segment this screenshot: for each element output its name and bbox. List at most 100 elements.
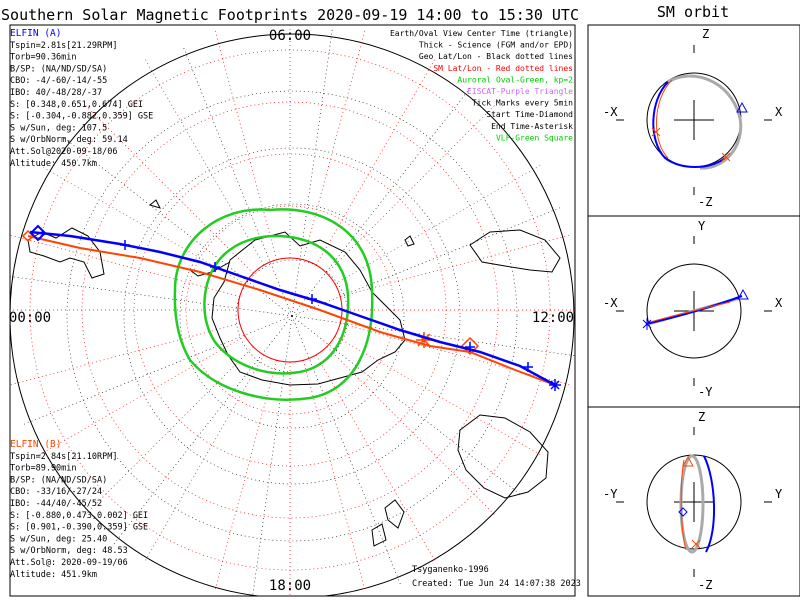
orbit-view-triangle-xy (737, 288, 749, 300)
info-line: IBO: -44/40/-45/52 (10, 499, 102, 509)
elfin-a-info: ELFIN (A) Tspin=2.81s[21.29RPM] Torb=90.36… (10, 28, 153, 169)
auroral-oval-outer (173, 208, 374, 401)
elfin-a-track (29, 224, 561, 391)
geo-latitude-circle (66, 90, 518, 542)
info-line: Altitude: 451.9km (10, 570, 97, 580)
south-georgia (148, 199, 161, 209)
main-title: Southern Solar Magnetic Footprints 2020-… (1, 6, 579, 24)
legend-entry: Auroral Oval-Green, kp=2 (457, 75, 573, 84)
orbit-yz-right: Y (775, 487, 783, 501)
elfin-a-start-diamond (29, 224, 47, 242)
orbit-view-triangle-xz (736, 101, 748, 113)
info-line: B/SP: (NA/ND/SD/SA) (10, 475, 107, 485)
model-credit: Tsyganenko-1996 (412, 565, 489, 575)
geo-longitude-line (63, 137, 293, 317)
orbit-xz-right: X (775, 105, 783, 119)
info-line: B/SP: (NA/ND/SD/SA) (10, 64, 107, 74)
legend-entry: Thick - Science (FGM and/or EPD) (419, 41, 573, 50)
new-zealand (371, 499, 405, 547)
info-line: CBO: -33/16/-27/24 (10, 487, 102, 497)
antarctica-coast (211, 231, 406, 386)
time-label-left: 00:00 (9, 310, 51, 326)
info-line: S w/Sun, deg: 107.5 (10, 123, 107, 133)
orbit-elfin-b-xy (649, 301, 731, 323)
time-label-top: 06:00 (269, 28, 311, 44)
geo-longitude-line (291, 315, 521, 495)
geo-latitude-circle (123, 147, 461, 485)
elfin-b-line (27, 235, 556, 386)
geo-latitude-circle (10, 33, 575, 596)
info-line: Att.Sol@2020-09-18/06 (10, 147, 117, 157)
legend-entry: End Time-Asterisk (491, 122, 573, 131)
orbit-xy-left: -X (603, 296, 618, 310)
orbit-xz-top: Z (702, 27, 709, 41)
elfin-a-end-asterisk (549, 379, 561, 391)
satellite-name: ELFIN (A) (10, 28, 61, 39)
geo-longitude-line (252, 315, 293, 596)
legend-entry: EISCAT-Purple Triangle (467, 87, 573, 96)
info-line: S: [-0.304,-0.882,0.359] GSE (10, 112, 153, 122)
orbit-view-triangle-yz (682, 455, 694, 467)
info-line: Tspin=2.84s[21.10RPM] (10, 452, 117, 462)
orbit-xy-bottom: -Y (698, 385, 713, 399)
elfin-b-track (21, 229, 556, 386)
south-america (27, 227, 105, 279)
orbit-elfin-b-yz (680, 459, 687, 551)
info-line: Torb=90.36min (10, 53, 77, 63)
legend-entry: VLF-Green Square (496, 133, 573, 142)
earth-circle-xy (646, 263, 742, 359)
geo-longitude-line (291, 87, 471, 317)
elfin-b-start-diamond (21, 229, 35, 243)
geo-longitude-line (10, 276, 293, 317)
geo-longitude-line (291, 315, 575, 357)
orbit-panel-yz: Z -Z -Y Y (603, 410, 783, 592)
orbit-elfin-a-xz (652, 81, 726, 168)
info-line: S w/Sun, deg: 25.40 (10, 534, 107, 544)
info-line: S: [0.348,0.651,0.674] GEI (10, 100, 143, 110)
orbit-yz-top: Z (698, 410, 705, 424)
elfin-b-center-marker (460, 336, 480, 356)
geo-longitude-line (291, 315, 401, 585)
auroral-oval (173, 208, 374, 401)
orbit-ref-xz (667, 74, 743, 170)
elfin-b-info: ELFIN (B) Tspin=2.84s[21.10RPM] Torb=89.90… (10, 439, 148, 580)
footprint-map: 06:00 00:00 12:00 18:00 Earth/Oval View … (9, 24, 581, 597)
satellite-name: ELFIN (B) (10, 439, 61, 450)
australia (457, 414, 549, 499)
elfin-b-end-asterisk (416, 332, 432, 348)
info-line: IBO: 40/-48/28/-37 (10, 88, 102, 98)
info-line: CBO: -4/-60/-14/-55 (10, 76, 107, 86)
geo-longitude-line (23, 315, 293, 425)
kerguelen-islands (404, 235, 415, 247)
elfin-a-tick-marks (120, 240, 533, 372)
legend-entry: Tick Marks every 5min (472, 99, 573, 108)
map-frame (9, 24, 576, 597)
auroral-oval-inner (203, 234, 350, 375)
time-label-right: 12:00 (532, 310, 574, 326)
coastlines (27, 199, 561, 547)
created-credit: Created: Tue Jun 24 14:07:38 2023 (412, 579, 581, 589)
legend-entry: Geo Lat/Lon - Black dotted lines (419, 52, 573, 61)
orbit-elfin-a-xy (645, 295, 743, 325)
legend-entry: Start Time-Diamond (486, 110, 573, 119)
orbit-yz-bottom: -Z (698, 578, 712, 592)
orbit-title: SM orbit (657, 3, 729, 21)
info-line: Att.Sol@: 2020-09-19/06 (10, 558, 128, 568)
orbit-panel-xz: Z -Z -X X (603, 27, 783, 209)
info-line: S w/OrbNorm, deg: 59.14 (10, 135, 128, 145)
info-line: S: [-0.880,0.473,0.002] GEI (10, 511, 148, 521)
orbit-xy-right: X (775, 296, 783, 310)
africa-south (469, 229, 561, 273)
geo-longitude-line (291, 207, 561, 317)
orbit-yz-left: -Y (603, 487, 618, 501)
orbit-panels: Z -Z -X X Y -Y -X X (587, 24, 800, 597)
orbit-elfin-a-yz (703, 455, 716, 553)
orbit-elfin-b-xz (656, 79, 673, 159)
legend-entry: Earth/Oval View Center Time (triangle) (390, 29, 573, 38)
orbit-xy-top: Y (698, 219, 706, 233)
time-label-bottom: 18:00 (269, 578, 311, 594)
info-line: S: [0.901,-0.390,0.359] GSE (10, 523, 148, 533)
orbit-xz-bottom: -Z (698, 195, 712, 209)
orbit-xz-left: -X (603, 105, 618, 119)
